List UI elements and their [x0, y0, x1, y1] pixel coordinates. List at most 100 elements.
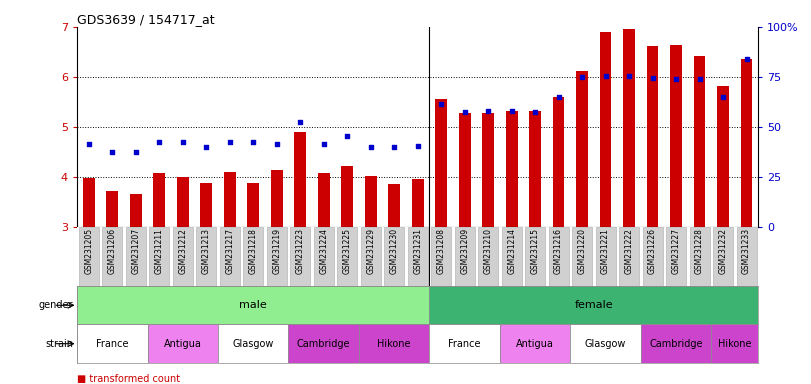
Text: male: male: [239, 300, 267, 310]
Text: Cambridge: Cambridge: [297, 339, 350, 349]
Bar: [341, 166, 353, 227]
Text: GSM231216: GSM231216: [554, 228, 563, 274]
Bar: [736, 227, 757, 286]
Bar: [79, 227, 99, 286]
Point: [176, 139, 189, 145]
Bar: [646, 46, 659, 227]
Bar: [196, 227, 217, 286]
Bar: [455, 227, 474, 286]
Point: [341, 132, 354, 139]
Bar: [689, 227, 710, 286]
Bar: [599, 32, 611, 227]
Point: [411, 142, 424, 149]
Bar: [218, 324, 289, 363]
Text: GSM231223: GSM231223: [296, 228, 305, 274]
Text: GSM231231: GSM231231: [413, 228, 423, 274]
Point: [505, 108, 518, 114]
Bar: [548, 227, 569, 286]
Point: [646, 75, 659, 81]
Text: GSM231227: GSM231227: [672, 228, 680, 274]
Text: GSM231219: GSM231219: [272, 228, 281, 274]
Bar: [365, 176, 376, 227]
Text: GSM231206: GSM231206: [108, 228, 117, 275]
Point: [599, 73, 612, 79]
Text: GDS3639 / 154717_at: GDS3639 / 154717_at: [77, 13, 215, 26]
Bar: [429, 324, 500, 363]
Text: GSM231232: GSM231232: [719, 228, 727, 274]
Bar: [623, 30, 635, 227]
Bar: [77, 286, 429, 324]
Bar: [619, 227, 639, 286]
Point: [105, 149, 118, 155]
Text: Hikone: Hikone: [718, 339, 752, 349]
Text: GSM231224: GSM231224: [320, 228, 328, 274]
Point: [482, 108, 495, 114]
Bar: [429, 286, 758, 324]
Text: Glasgow: Glasgow: [585, 339, 626, 349]
Bar: [666, 227, 686, 286]
Point: [435, 101, 448, 107]
Text: GSM231214: GSM231214: [507, 228, 516, 274]
Bar: [436, 99, 447, 227]
Text: France: France: [96, 339, 128, 349]
Bar: [717, 86, 729, 227]
Text: GSM231212: GSM231212: [178, 228, 187, 274]
Bar: [641, 324, 711, 363]
Bar: [314, 227, 333, 286]
Bar: [148, 324, 218, 363]
Bar: [318, 173, 329, 227]
Bar: [483, 113, 494, 227]
Text: GSM231209: GSM231209: [460, 228, 469, 275]
Text: ■ transformed count: ■ transformed count: [77, 374, 180, 384]
Point: [740, 56, 753, 62]
Text: strain: strain: [45, 339, 73, 349]
Point: [458, 109, 471, 115]
Point: [693, 76, 706, 83]
Bar: [200, 183, 212, 227]
Point: [294, 119, 307, 125]
Text: GSM231228: GSM231228: [695, 228, 704, 274]
Text: GSM231218: GSM231218: [249, 228, 258, 274]
Text: GSM231230: GSM231230: [389, 228, 399, 275]
Bar: [267, 227, 287, 286]
Bar: [290, 227, 310, 286]
Text: Cambridge: Cambridge: [650, 339, 703, 349]
Bar: [478, 227, 498, 286]
Bar: [243, 227, 264, 286]
Point: [223, 139, 236, 145]
Bar: [500, 324, 570, 363]
Text: GSM231205: GSM231205: [84, 228, 93, 275]
Point: [717, 94, 730, 100]
Text: GSM231215: GSM231215: [530, 228, 539, 274]
Point: [552, 94, 565, 100]
Text: GSM231233: GSM231233: [742, 228, 751, 275]
Text: Hikone: Hikone: [377, 339, 411, 349]
Bar: [361, 227, 380, 286]
Bar: [102, 227, 122, 286]
Text: gender: gender: [38, 300, 73, 310]
Bar: [459, 113, 470, 227]
Text: Antigua: Antigua: [516, 339, 554, 349]
Text: GSM231208: GSM231208: [436, 228, 446, 274]
Bar: [740, 59, 753, 227]
Point: [623, 73, 636, 79]
Bar: [530, 111, 541, 227]
Bar: [502, 227, 521, 286]
Bar: [77, 324, 148, 363]
Text: GSM231225: GSM231225: [343, 228, 352, 274]
Bar: [289, 324, 359, 363]
Text: GSM231222: GSM231222: [624, 228, 633, 274]
Bar: [693, 56, 706, 227]
Text: Antigua: Antigua: [164, 339, 202, 349]
Point: [364, 144, 377, 150]
Text: female: female: [574, 300, 613, 310]
Point: [270, 141, 283, 147]
Bar: [177, 177, 189, 227]
Bar: [506, 111, 517, 227]
Point: [82, 141, 95, 147]
Point: [576, 74, 589, 80]
Bar: [431, 227, 451, 286]
Point: [247, 139, 260, 145]
Text: GSM231229: GSM231229: [367, 228, 375, 274]
Bar: [294, 132, 306, 227]
